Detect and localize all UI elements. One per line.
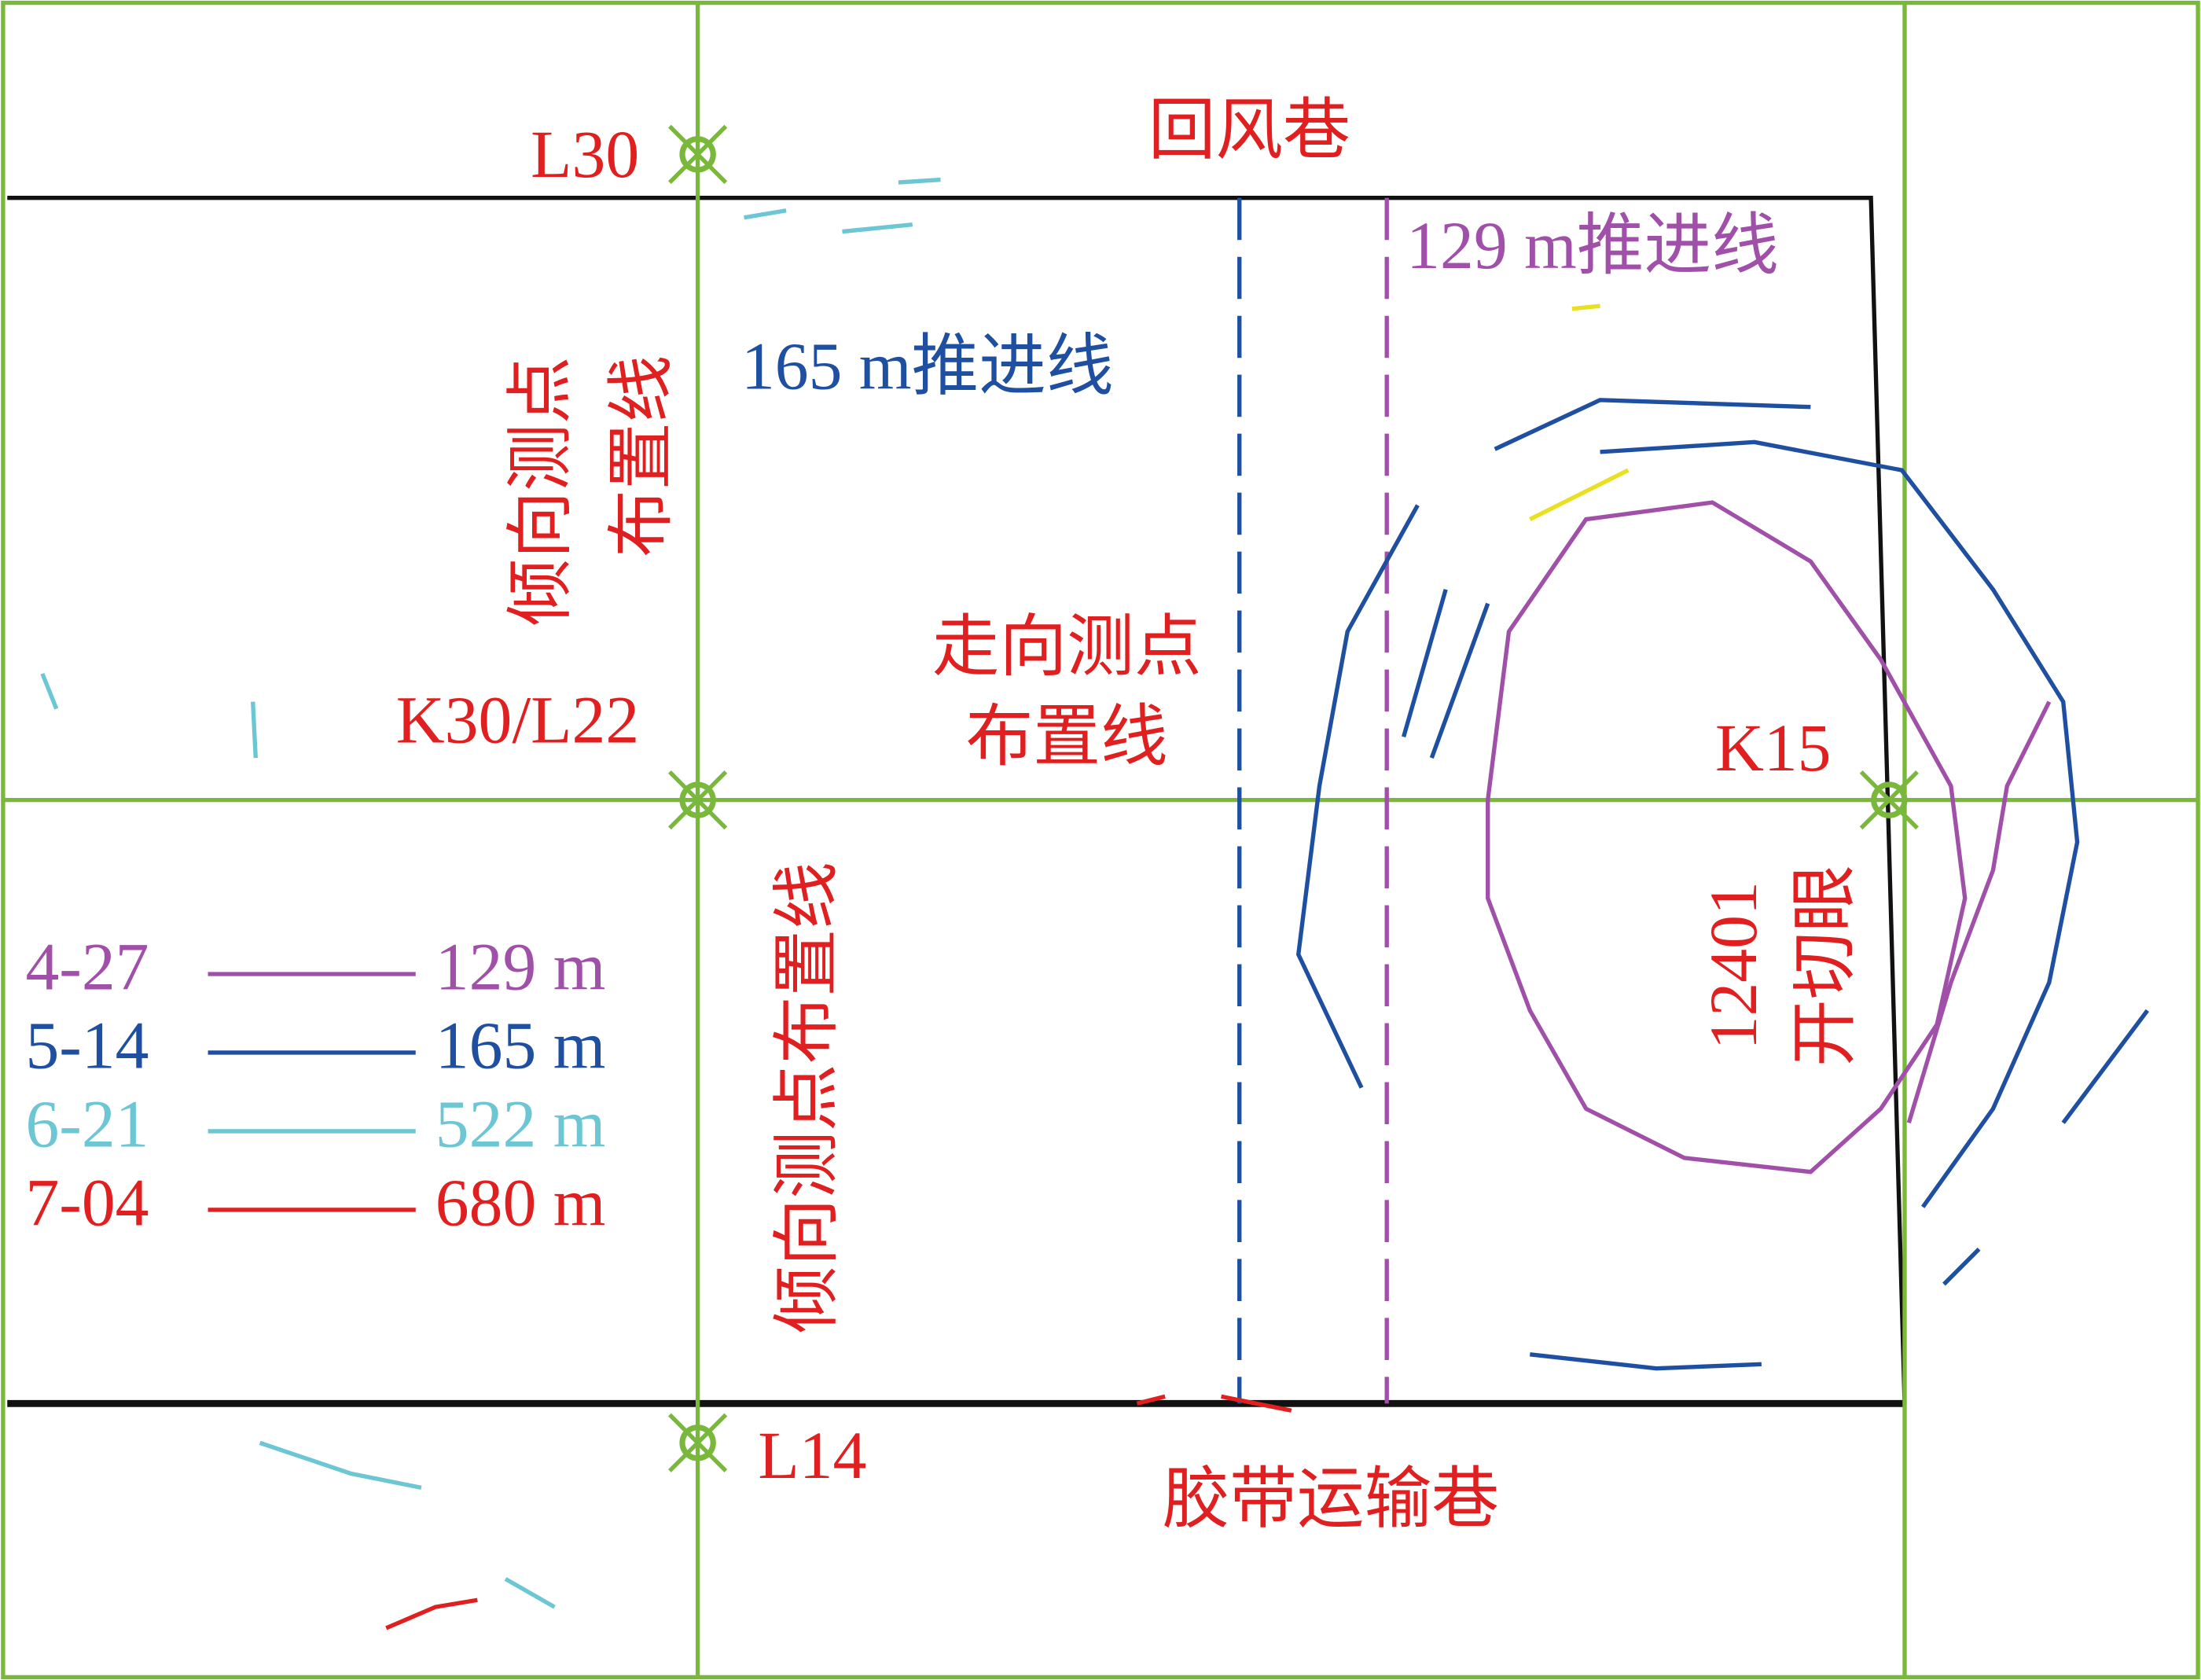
marker-ring: [1871, 781, 1908, 818]
cracks: [40, 177, 2149, 1630]
dip-label: 布置线: [604, 355, 679, 557]
legend-distance: 165 m: [435, 1009, 606, 1083]
legend-distance: 129 m: [435, 930, 606, 1005]
point-label: L30: [531, 117, 639, 192]
marker-ring: [679, 1425, 716, 1461]
markers: [668, 124, 1919, 1472]
advance-label: 165 m推进线: [741, 329, 1114, 404]
legend-date: 5-14: [25, 1009, 149, 1083]
legend-distance: 522 m: [435, 1087, 606, 1162]
advance-label: 129 m推进线: [1406, 208, 1779, 283]
marker-ring: [679, 136, 716, 173]
legend-date: 6-21: [25, 1087, 149, 1162]
point-label: L14: [758, 1418, 866, 1493]
point-label: K15: [1715, 711, 1832, 785]
cut-label: 12401: [1696, 881, 1771, 1050]
legend-date: 7-04: [25, 1166, 149, 1241]
marker-cross: [668, 770, 728, 830]
roadway-label: 胶带运输巷: [1163, 1461, 1499, 1536]
marker-cross: [668, 124, 728, 184]
legend-distance: 680 m: [435, 1166, 606, 1241]
marker-ring: [679, 781, 716, 818]
roadway-label: 回风巷: [1148, 94, 1350, 168]
cut-label: 开切眼: [1788, 865, 1862, 1067]
dip-label: 倾向测点: [503, 356, 578, 626]
marker-cross: [1859, 770, 1919, 830]
dip-label: 倾向测点布置线: [770, 862, 844, 1333]
panel-edge: [7, 196, 1907, 1404]
strike-label: 走向测点: [932, 610, 1202, 685]
point-label: K30/L22: [396, 682, 639, 757]
legend: 4-27 129 m 5-14 165 m 6-21 522 m 7-04 680 m: [25, 930, 605, 1241]
strike-label: 布置线: [966, 700, 1168, 774]
legend-date: 4-27: [25, 930, 149, 1005]
marker-cross: [668, 1413, 728, 1472]
